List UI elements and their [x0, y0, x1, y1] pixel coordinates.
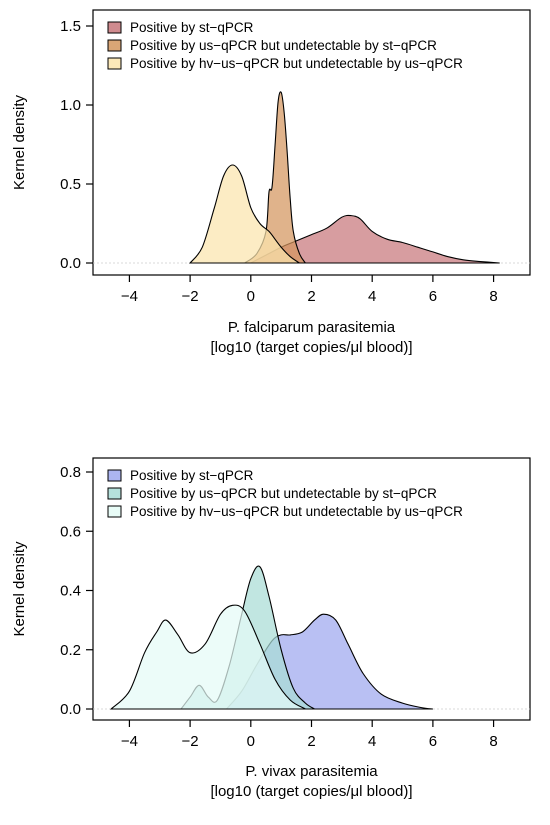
legend-label: Positive by st−qPCR [130, 20, 254, 35]
legend-label: Positive by us−qPCR but undetectable by … [130, 38, 437, 53]
y-tick-label: 0.0 [60, 255, 81, 272]
y-tick-label: 0.5 [60, 176, 81, 193]
legend-swatch [107, 469, 122, 482]
x-axis-label: P. vivax parasitemia [245, 763, 378, 780]
x-axis-label-units: [log10 (target copies/μl blood)] [210, 339, 412, 356]
legend-label: Positive by us−qPCR but undetectable by … [130, 486, 437, 501]
x-axis-label: P. falciparum parasitemia [228, 319, 396, 336]
x-axis-label-units: [log10 (target copies/μl blood)] [210, 783, 412, 800]
legend-label: Positive by st−qPCR [130, 468, 254, 483]
y-tick-label: 0.2 [60, 642, 81, 659]
legend-swatch [107, 21, 122, 34]
legend-label: Positive by hv−us−qPCR but undetectable … [130, 56, 463, 71]
y-tick-label: 0.6 [60, 523, 81, 540]
x-tick-label: −2 [182, 288, 199, 305]
x-tick-label: 8 [489, 733, 497, 750]
x-tick-label: 0 [247, 288, 255, 305]
y-tick-label: 0.8 [60, 464, 81, 481]
legend-swatch [107, 39, 122, 52]
y-tick-label: 1.5 [60, 18, 81, 35]
density-area-series-3 [188, 164, 302, 264]
x-tick-label: 4 [368, 733, 376, 750]
legend: Positive by st−qPCR Positive by us−qPCR b… [107, 20, 463, 71]
y-tick-label: 0.4 [60, 583, 81, 600]
legend-label: Positive by hv−us−qPCR but undetectable … [130, 504, 463, 519]
y-axis-label: Kernel density [11, 541, 28, 637]
x-tick-label: −4 [121, 288, 138, 305]
density-area-series-3 [109, 604, 308, 710]
x-tick-label: 4 [368, 288, 376, 305]
panel-2: −4 −2 0 2 4 6 8 0.0 0.2 0.4 0.6 0.8 P. vivax parasit… [11, 457, 531, 800]
density-area-series-2 [243, 91, 307, 264]
legend-swatch [107, 57, 122, 70]
y-tick-label: 0.0 [60, 701, 81, 718]
x-tick-label: −2 [182, 733, 199, 750]
x-tick-label: 8 [489, 288, 497, 305]
legend: Positive by st−qPCR Positive by us−qPCR b… [107, 468, 463, 519]
legend-swatch [107, 505, 122, 518]
x-tick-label: 6 [429, 288, 437, 305]
x-tick-label: 2 [307, 733, 315, 750]
x-tick-label: −4 [121, 733, 138, 750]
legend-swatch [107, 487, 122, 500]
x-tick-label: 0 [247, 733, 255, 750]
y-tick-label: 1.0 [60, 97, 81, 114]
x-tick-label: 2 [307, 288, 315, 305]
y-axis-label: Kernel density [11, 94, 28, 190]
panel-1: −4 −2 0 2 4 6 8 0.0 0.5 1.0 1.5 P. falciparum paras… [11, 9, 531, 356]
x-tick-label: 6 [429, 733, 437, 750]
